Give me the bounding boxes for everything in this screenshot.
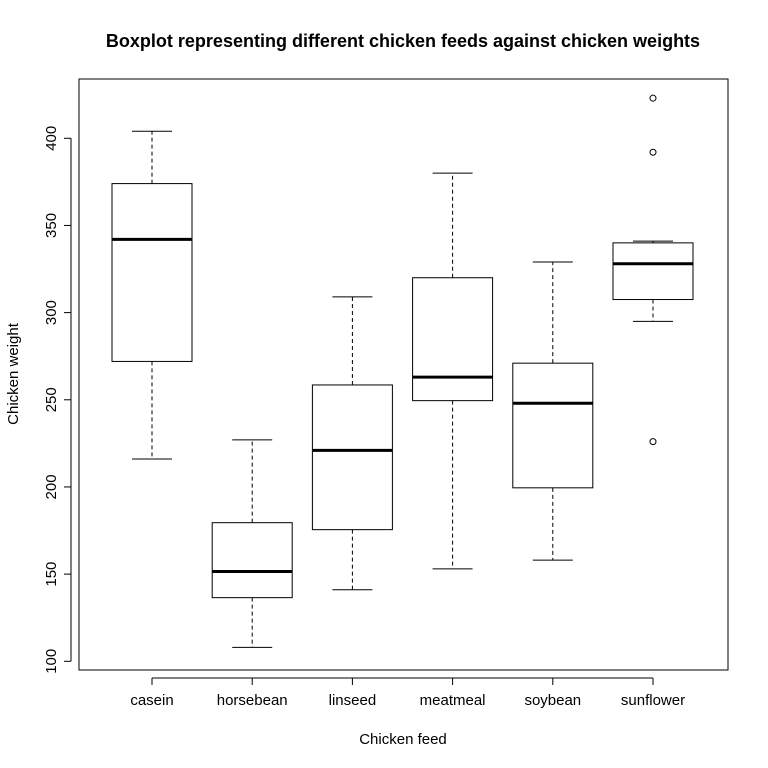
chart-title: Boxplot representing different chicken f…: [106, 31, 700, 51]
x-tick-label: sunflower: [621, 692, 685, 709]
x-axis-label: Chicken feed: [359, 731, 447, 748]
box-casein: [111, 130, 193, 460]
box-soybean: [512, 261, 594, 561]
outlier-point: [649, 94, 657, 102]
box-rect: [211, 522, 293, 599]
x-tick-label: meatmeal: [420, 692, 486, 709]
y-tick-label: 300: [43, 300, 60, 325]
box-rect: [311, 384, 393, 531]
box-rect: [512, 362, 594, 489]
box-linseed: [311, 296, 393, 591]
y-tick-label: 200: [43, 474, 60, 499]
x-tick-label: soybean: [524, 692, 581, 709]
x-axis: casein horsebean linseed meatmeal soybean sun…: [130, 677, 685, 709]
y-tick-label: 350: [43, 213, 60, 238]
y-tick-label: 250: [43, 387, 60, 412]
y-axis: 100 150 200 250 300 350 400: [43, 126, 72, 674]
boxes-layer: [111, 94, 694, 648]
box-sunflower: [612, 94, 694, 446]
box-rect: [612, 242, 694, 301]
y-tick-label: 100: [43, 649, 60, 674]
outlier-point: [649, 438, 657, 446]
x-tick-label: casein: [130, 692, 173, 709]
y-tick-label: 150: [43, 562, 60, 587]
box-rect: [111, 183, 193, 362]
x-tick-label: linseed: [329, 692, 377, 709]
box-meatmeal: [412, 172, 494, 570]
outlier-point: [649, 148, 657, 156]
plot-area-frame: [78, 78, 729, 671]
y-tick-label: 400: [43, 126, 60, 151]
y-axis-label: Chicken weight: [5, 322, 22, 425]
box-horsebean: [211, 439, 293, 648]
box-rect: [412, 277, 494, 402]
x-tick-label: horsebean: [217, 692, 288, 709]
